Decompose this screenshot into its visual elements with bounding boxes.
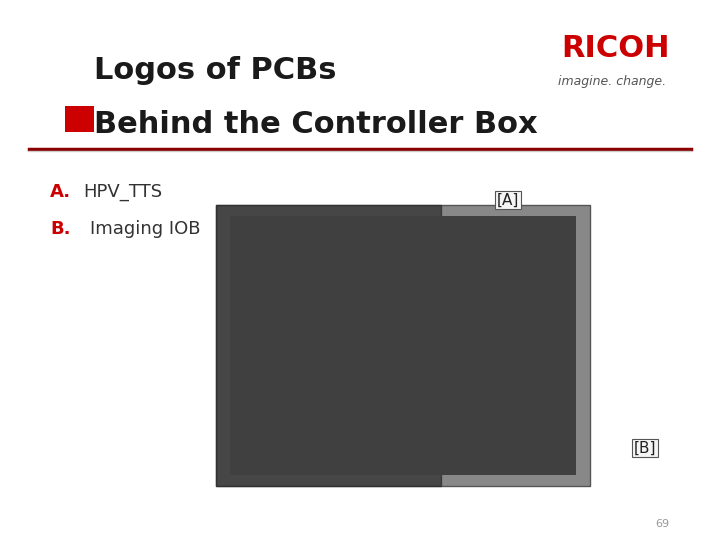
Text: RICOH: RICOH <box>562 34 670 63</box>
Text: HPV_TTS: HPV_TTS <box>83 183 162 201</box>
Text: B.: B. <box>50 220 71 239</box>
Text: Behind the Controller Box: Behind the Controller Box <box>94 110 537 139</box>
Text: [B]: [B] <box>634 441 656 456</box>
Bar <box>216 205 441 486</box>
Text: imagine. change.: imagine. change. <box>558 75 666 87</box>
FancyBboxPatch shape <box>65 106 94 132</box>
Text: A.: A. <box>50 183 71 201</box>
FancyBboxPatch shape <box>230 216 576 475</box>
Text: 69: 69 <box>655 519 670 529</box>
FancyBboxPatch shape <box>216 205 590 486</box>
Text: Imaging IOB: Imaging IOB <box>90 220 200 239</box>
Text: [A]: [A] <box>497 192 519 207</box>
Text: Logos of PCBs: Logos of PCBs <box>94 56 336 85</box>
